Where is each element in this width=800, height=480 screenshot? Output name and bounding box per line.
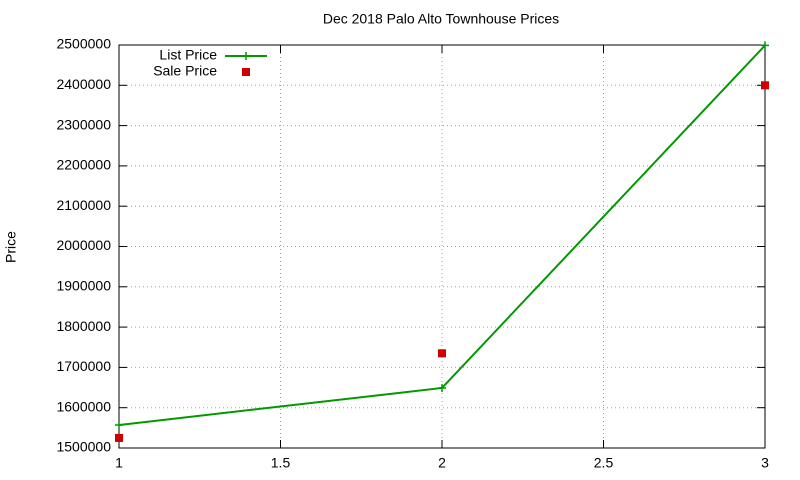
y-axis-label: Price [3, 231, 19, 263]
y-tick-label: 2000000 [56, 237, 111, 253]
data-point [115, 433, 123, 442]
legend-label: Sale Price [153, 63, 217, 79]
y-tick-label: 2100000 [56, 197, 111, 213]
y-tick-label: 1800000 [56, 318, 111, 334]
legend-marker [242, 52, 250, 60]
y-tick-label: 1600000 [56, 398, 111, 414]
data-point [438, 349, 446, 358]
data-point [438, 383, 446, 392]
data-point [761, 41, 769, 50]
y-tick-label: 2300000 [56, 116, 111, 132]
data-point [761, 81, 769, 90]
y-tick-label: 1700000 [56, 358, 111, 374]
x-tick-label: 2 [438, 455, 446, 471]
y-tick-label: 2500000 [56, 36, 111, 52]
data-point [115, 421, 123, 430]
x-tick-label: 1.5 [271, 455, 291, 471]
x-tick-label: 2.5 [594, 455, 614, 471]
y-tick-label: 1500000 [56, 439, 111, 455]
legend-label: List Price [159, 47, 217, 63]
plot-border [118, 44, 766, 449]
y-tick-label: 1900000 [56, 278, 111, 294]
y-tick-label: 2400000 [56, 76, 111, 92]
legend-marker [242, 68, 250, 76]
x-tick-label: 1 [115, 455, 123, 471]
y-tick-label: 2200000 [56, 157, 111, 173]
chart-title: Dec 2018 Palo Alto Townhouse Prices [323, 11, 559, 27]
x-tick-label: 3 [761, 455, 769, 471]
